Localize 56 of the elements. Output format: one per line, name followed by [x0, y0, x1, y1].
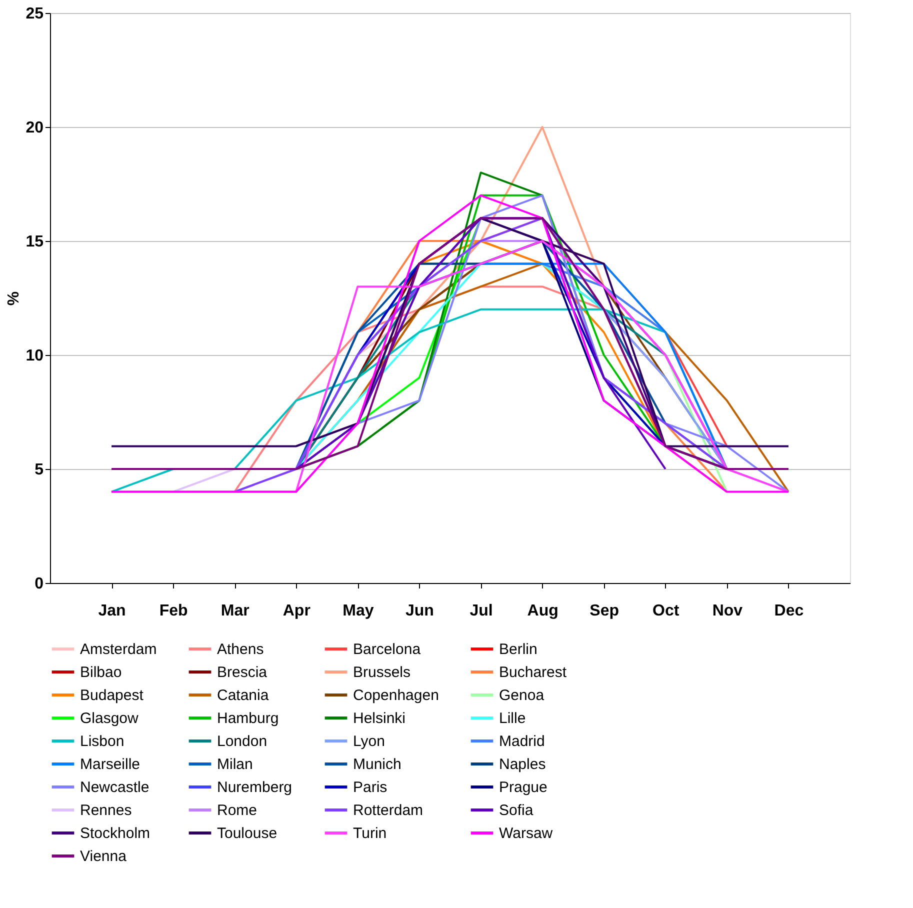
x-tick-label: Nov — [712, 602, 743, 620]
x-tick-label: Sep — [590, 602, 620, 620]
x-tick-label: Aug — [527, 602, 558, 620]
y-tick-label: 25 — [26, 6, 44, 22]
x-tick-label: Dec — [774, 602, 804, 620]
legend-label: Paris — [353, 779, 388, 796]
legend-label: Marseille — [80, 756, 140, 773]
legend-label: Brescia — [217, 664, 268, 681]
x-tick-label: Jul — [470, 602, 493, 620]
legend-label: Rome — [217, 802, 258, 819]
legend-label: Stockholm — [80, 825, 150, 842]
legend-label: Turin — [353, 825, 387, 842]
legend-label: London — [217, 733, 268, 750]
legend-label: Hamburg — [217, 710, 279, 727]
legend-label: Lisbon — [80, 733, 124, 750]
legend-label: Bucharest — [499, 664, 568, 681]
legend-label: Catania — [217, 687, 270, 704]
legend-label: Madrid — [499, 733, 545, 750]
y-tick-label: 10 — [26, 348, 44, 364]
x-tick-label: Oct — [652, 602, 680, 620]
legend-label: Nuremberg — [217, 779, 292, 796]
legend-label: Berlin — [499, 641, 538, 658]
x-tick-label: Jan — [98, 602, 126, 620]
legend-label: Prague — [499, 779, 548, 796]
legend-label: Naples — [499, 756, 546, 773]
legend-label: Barcelona — [353, 641, 422, 658]
legend-label: Rennes — [80, 802, 132, 819]
y-tick-label: 20 — [26, 120, 44, 136]
y-tick-label: 15 — [26, 234, 44, 250]
legend-label: Milan — [217, 756, 253, 773]
legend-label: Copenhagen — [353, 687, 439, 704]
legend-label: Bilbao — [80, 664, 122, 681]
legend-label: Lyon — [353, 733, 385, 750]
legend-label: Genoa — [499, 687, 545, 704]
y-tick-label: 5 — [34, 462, 44, 478]
x-tick-label: May — [342, 602, 374, 620]
y-tick-label: 0 — [34, 576, 44, 592]
legend-label: Brussels — [353, 664, 411, 681]
legend-label: Vienna — [80, 848, 128, 865]
x-tick-label: Apr — [282, 602, 310, 620]
legend-label: Athens — [217, 641, 264, 658]
y-axis-title: % — [6, 291, 23, 306]
legend-label: Newcastle — [80, 779, 150, 796]
legend-label: Sofia — [499, 802, 534, 819]
x-tick-label: Jun — [406, 602, 434, 620]
legend-label: Helsinki — [353, 710, 406, 727]
legend-label: Munich — [353, 756, 402, 773]
legend-label: Amsterdam — [80, 641, 157, 658]
legend-label: Lille — [499, 710, 526, 727]
x-tick-label: Mar — [220, 602, 250, 620]
legend-label: Glasgow — [80, 710, 139, 727]
x-tick-label: Feb — [159, 602, 188, 620]
legend-label: Budapest — [80, 687, 144, 704]
legend-label: Warsaw — [499, 825, 553, 842]
legend-label: Rotterdam — [353, 802, 424, 819]
legend-label: Toulouse — [217, 825, 278, 842]
